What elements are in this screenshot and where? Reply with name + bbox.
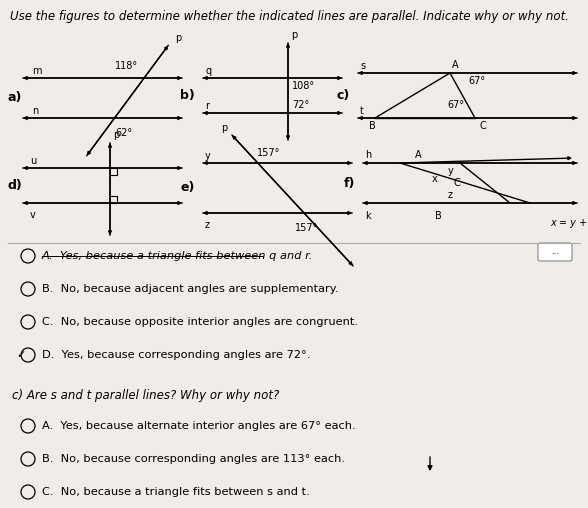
Text: C.  No, because a triangle fits between s and t.: C. No, because a triangle fits between s… — [42, 487, 310, 497]
Text: e): e) — [181, 181, 195, 195]
Text: D.  Yes, because corresponding angles are 72°.: D. Yes, because corresponding angles are… — [42, 350, 310, 360]
Text: d): d) — [8, 179, 23, 193]
Text: A.  Yes, because a triangle fits between q and r.: A. Yes, because a triangle fits between … — [42, 251, 313, 261]
Text: a): a) — [8, 91, 22, 105]
Text: u: u — [30, 156, 36, 166]
Text: y: y — [448, 166, 454, 176]
Text: 67°: 67° — [468, 76, 485, 86]
Text: 157°: 157° — [257, 148, 280, 158]
Text: 108°: 108° — [292, 81, 315, 91]
FancyBboxPatch shape — [538, 243, 572, 261]
Text: p: p — [220, 123, 227, 133]
Text: s: s — [360, 61, 365, 71]
Text: f): f) — [343, 176, 355, 189]
Text: m: m — [32, 66, 42, 76]
Text: z: z — [448, 190, 453, 200]
Text: v: v — [30, 210, 36, 220]
Text: r: r — [205, 101, 209, 111]
Text: Use the figures to determine whether the indicated lines are parallel. Indicate : Use the figures to determine whether the… — [10, 10, 569, 23]
Text: x = y + z: x = y + z — [550, 218, 588, 228]
Text: h: h — [365, 150, 371, 160]
Text: C: C — [480, 121, 487, 131]
Text: x: x — [431, 174, 437, 184]
Text: A: A — [415, 150, 422, 160]
Text: 67°: 67° — [448, 100, 465, 110]
Text: A.  Yes, because alternate interior angles are 67° each.: A. Yes, because alternate interior angle… — [42, 421, 356, 431]
Text: 62°: 62° — [115, 128, 132, 138]
Text: B.  No, because adjacent angles are supplementary.: B. No, because adjacent angles are suppl… — [42, 284, 339, 294]
Text: ...: ... — [551, 247, 559, 257]
Text: 118°: 118° — [115, 61, 138, 71]
Text: A: A — [452, 60, 459, 70]
Text: C: C — [453, 178, 460, 188]
Text: q: q — [205, 66, 211, 76]
Text: b): b) — [181, 89, 195, 103]
Text: z: z — [205, 220, 210, 230]
Text: B: B — [369, 121, 375, 131]
Text: C.  No, because opposite interior angles are congruent.: C. No, because opposite interior angles … — [42, 317, 358, 327]
Text: B: B — [435, 211, 442, 221]
Text: c): c) — [337, 89, 350, 103]
Text: p: p — [175, 33, 181, 43]
Text: c) Are s and t parallel lines? Why or why not?: c) Are s and t parallel lines? Why or wh… — [12, 390, 279, 402]
Text: t: t — [360, 106, 364, 116]
Text: ✓: ✓ — [16, 350, 26, 360]
Text: k: k — [365, 211, 370, 221]
Text: B.  No, because corresponding angles are 113° each.: B. No, because corresponding angles are … — [42, 454, 345, 464]
Text: y: y — [205, 151, 211, 161]
Text: n: n — [32, 106, 38, 116]
Text: p: p — [291, 30, 298, 40]
Text: 157°: 157° — [295, 223, 318, 233]
Text: 72°: 72° — [292, 100, 309, 110]
Text: p: p — [113, 130, 119, 140]
